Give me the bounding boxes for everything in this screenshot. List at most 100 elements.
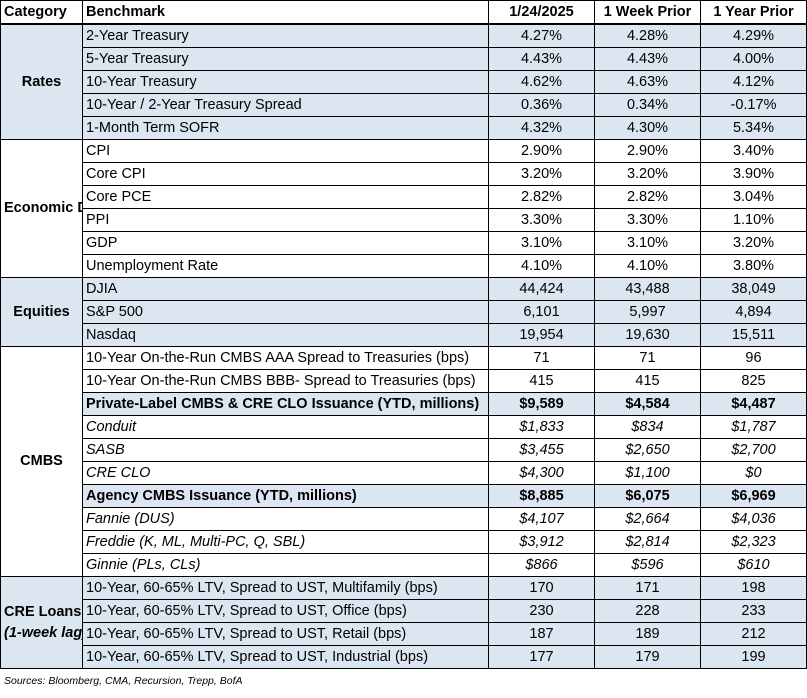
year-prior-value-cell: $2,700	[700, 438, 807, 462]
year-prior-value-cell: 1.10%	[700, 208, 807, 232]
table-row: PPI 3.30% 3.30% 1.10%	[1, 208, 807, 232]
week-prior-value-cell: 228	[594, 599, 701, 623]
header-current-date: 1/24/2025	[488, 0, 595, 25]
current-value-cell: 4.10%	[488, 254, 595, 278]
header-benchmark: Benchmark	[82, 0, 489, 25]
table-row: GDP 3.10% 3.10% 3.20%	[1, 231, 807, 255]
table-header-row: Category Benchmark 1/24/2025 1 Week Prio…	[0, 0, 807, 25]
current-value-cell: 3.30%	[488, 208, 595, 232]
current-value-cell: 6,101	[488, 300, 595, 324]
table-row: Rates 2-Year Treasury 4.27% 4.28% 4.29%	[0, 23, 807, 140]
benchmark-cell: 1-Month Term SOFR	[82, 116, 489, 140]
year-prior-value-cell: 3.80%	[700, 254, 807, 278]
year-prior-value-cell: 233	[700, 599, 807, 623]
current-value-cell: 4.27%	[488, 23, 595, 48]
year-prior-value-cell: $0	[700, 461, 807, 485]
current-value-cell: 415	[488, 369, 595, 393]
current-value-cell: $4,300	[488, 461, 595, 485]
week-prior-value-cell: 3.30%	[594, 208, 701, 232]
week-prior-value-cell: 2.90%	[594, 139, 701, 163]
week-prior-value-cell: $1,100	[594, 461, 701, 485]
year-prior-value-cell: 199	[700, 645, 807, 669]
benchmark-cell: SASB	[82, 438, 489, 462]
week-prior-value-cell: 4.30%	[594, 116, 701, 140]
week-prior-value-cell: 5,997	[594, 300, 701, 324]
current-value-cell: 3.10%	[488, 231, 595, 255]
week-prior-value-cell: 19,630	[594, 323, 701, 347]
table-row: S&P 500 6,101 5,997 4,894	[1, 300, 807, 324]
category-cre-loans-note: (1-week lag)	[4, 624, 83, 641]
table-row: 10-Year / 2-Year Treasury Spread 0.36% 0…	[1, 93, 807, 117]
year-prior-value-cell: 3.40%	[700, 139, 807, 163]
benchmark-cell: Core CPI	[82, 162, 489, 186]
year-prior-value-cell: 198	[700, 576, 807, 600]
benchmark-cell: Private-Label CMBS & CRE CLO Issuance (Y…	[82, 392, 489, 416]
table-row: 5-Year Treasury 4.43% 4.43% 4.00%	[1, 47, 807, 71]
current-value-cell: $3,455	[488, 438, 595, 462]
sources-footnote: Sources: Bloomberg, CMA, Recursion, Trep…	[4, 675, 243, 687]
current-value-cell: $4,107	[488, 507, 595, 531]
week-prior-value-cell: 415	[594, 369, 701, 393]
table-row: Fannie (DUS) $4,107 $2,664 $4,036	[1, 507, 807, 531]
table-row: CRE CLO $4,300 $1,100 $0	[1, 461, 807, 485]
year-prior-value-cell: 3.04%	[700, 185, 807, 209]
header-week-prior: 1 Week Prior	[594, 0, 701, 25]
benchmark-cell: Nasdaq	[82, 323, 489, 347]
year-prior-value-cell: $2,323	[700, 530, 807, 554]
current-value-cell: 4.43%	[488, 47, 595, 71]
benchmark-cell: S&P 500	[82, 300, 489, 324]
table-row: Equities DJIA 44,424 43,488 38,049	[0, 277, 807, 347]
category-cmbs: CMBS	[0, 346, 83, 577]
current-value-cell: $9,589	[488, 392, 595, 416]
year-prior-value-cell: 15,511	[700, 323, 807, 347]
year-prior-value-cell: $610	[700, 553, 807, 577]
week-prior-value-cell: $2,664	[594, 507, 701, 531]
benchmark-cell: 10-Year, 60-65% LTV, Spread to UST, Offi…	[82, 599, 489, 623]
table-row: 10-Year On-the-Run CMBS BBB- Spread to T…	[1, 369, 807, 393]
year-prior-value-cell: 38,049	[700, 277, 807, 301]
current-value-cell: 187	[488, 622, 595, 646]
benchmark-cell: PPI	[82, 208, 489, 232]
current-value-cell: $8,885	[488, 484, 595, 508]
week-prior-value-cell: $596	[594, 553, 701, 577]
year-prior-value-cell: 4.00%	[700, 47, 807, 71]
benchmark-cell: Agency CMBS Issuance (YTD, millions)	[82, 484, 489, 508]
benchmark-cell: Fannie (DUS)	[82, 507, 489, 531]
year-prior-value-cell: 212	[700, 622, 807, 646]
category-equities: Equities	[0, 277, 83, 347]
benchmark-cell: Core PCE	[82, 185, 489, 209]
table-row: 10-Year, 60-65% LTV, Spread to UST, Indu…	[1, 645, 807, 669]
category-cre-loans: CRE Loans (1-week lag)	[0, 576, 83, 669]
benchmark-cell: 10-Year, 60-65% LTV, Spread to UST, Indu…	[82, 645, 489, 669]
table-row: 10-Year, 60-65% LTV, Spread to UST, Offi…	[1, 599, 807, 623]
benchmark-cell: 5-Year Treasury	[82, 47, 489, 71]
current-value-cell: $866	[488, 553, 595, 577]
year-prior-value-cell: 3.90%	[700, 162, 807, 186]
table-row: Private-Label CMBS & CRE CLO Issuance (Y…	[1, 392, 807, 416]
table-row: 1-Month Term SOFR 4.32% 4.30% 5.34%	[1, 116, 807, 140]
year-prior-value-cell: 4,894	[700, 300, 807, 324]
table-row: Core CPI 3.20% 3.20% 3.90%	[1, 162, 807, 186]
week-prior-value-cell: $2,650	[594, 438, 701, 462]
table-row: 10-Year Treasury 4.62% 4.63% 4.12%	[1, 70, 807, 94]
week-prior-value-cell: 189	[594, 622, 701, 646]
category-economic-data: Economic Data	[0, 139, 83, 278]
table-row: CMBS 10-Year On-the-Run CMBS AAA Spread …	[0, 346, 807, 577]
week-prior-value-cell: $6,075	[594, 484, 701, 508]
week-prior-value-cell: 71	[594, 346, 701, 370]
benchmark-cell: GDP	[82, 231, 489, 255]
table-row: Freddie (K, ML, Multi-PC, Q, SBL) $3,912…	[1, 530, 807, 554]
table-row: Unemployment Rate 4.10% 4.10% 3.80%	[1, 254, 807, 278]
current-value-cell: 230	[488, 599, 595, 623]
benchmark-cell: 10-Year, 60-65% LTV, Spread to UST, Reta…	[82, 622, 489, 646]
benchmark-cell: CPI	[82, 139, 489, 163]
table-row: Agency CMBS Issuance (YTD, millions) $8,…	[1, 484, 807, 508]
current-value-cell: 71	[488, 346, 595, 370]
benchmark-cell: Conduit	[82, 415, 489, 439]
benchmark-cell: 10-Year Treasury	[82, 70, 489, 94]
current-value-cell: 3.20%	[488, 162, 595, 186]
current-value-cell: 44,424	[488, 277, 595, 301]
year-prior-value-cell: 4.12%	[700, 70, 807, 94]
year-prior-value-cell: 3.20%	[700, 231, 807, 255]
week-prior-value-cell: 3.10%	[594, 231, 701, 255]
